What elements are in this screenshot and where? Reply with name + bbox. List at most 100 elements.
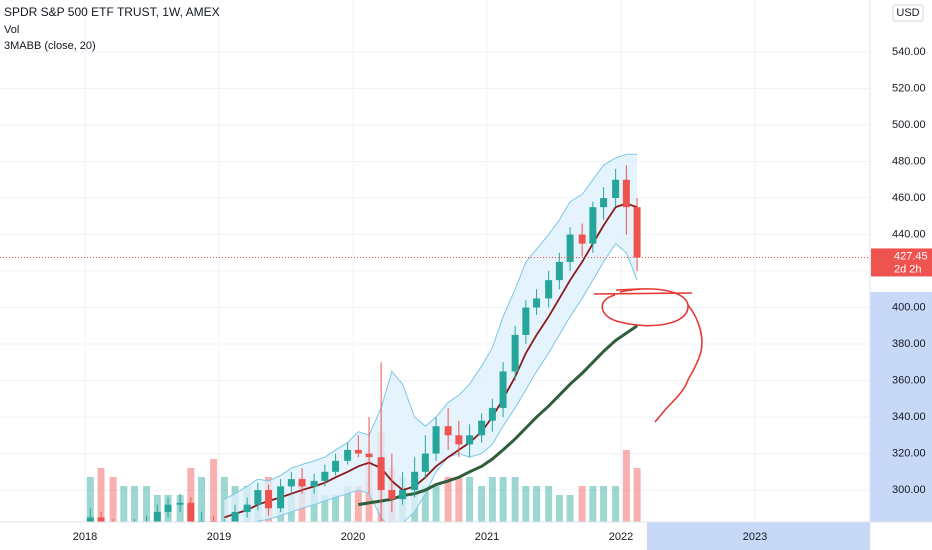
- volume-bar: [612, 486, 620, 522]
- candle-body: [176, 502, 184, 505]
- candle-body: [511, 334, 519, 372]
- candle-body: [277, 486, 285, 509]
- candle-body: [411, 471, 419, 491]
- candle-body: [600, 198, 608, 208]
- candle-body: [466, 435, 474, 445]
- volume-bar: [187, 468, 195, 522]
- candle-body: [589, 207, 597, 244]
- volume-bar: [120, 486, 128, 522]
- candle-body: [578, 234, 586, 244]
- candle-body: [421, 453, 429, 472]
- y-tick-label: 300.00: [892, 484, 926, 496]
- candle-body: [612, 179, 620, 199]
- candle-body: [153, 511, 161, 522]
- candle-body: [388, 490, 396, 500]
- x-tick-label: 2022: [609, 531, 633, 543]
- candle-body: [533, 298, 541, 308]
- candle-body: [254, 490, 262, 505]
- y-tick-label: 500.00: [892, 119, 926, 131]
- last-price-label: 427.45: [894, 250, 928, 262]
- last-price-box: [871, 248, 932, 277]
- indicator-label: Vol: [4, 24, 19, 36]
- volume-bar: [600, 486, 608, 522]
- candle-body: [86, 517, 94, 522]
- y-tick-label: 320.00: [892, 447, 926, 459]
- drawings: [593, 288, 703, 423]
- volume-bar: [444, 477, 452, 522]
- candle-body: [522, 307, 530, 335]
- volume-bar: [488, 477, 496, 522]
- candle-body: [164, 504, 172, 512]
- volume-bar: [578, 486, 586, 522]
- y-tick-label: 380.00: [892, 338, 926, 350]
- plot-area: [0, 0, 870, 522]
- indicator-label: 3MABB (close, 20): [4, 40, 96, 52]
- candle-body: [265, 490, 273, 509]
- candle-body: [377, 457, 385, 491]
- volume-bar: [455, 477, 463, 522]
- volume-bar: [499, 477, 507, 522]
- countdown-label: 2d 2h: [894, 263, 922, 275]
- candle-body: [432, 426, 440, 454]
- volume-bar: [555, 495, 563, 522]
- volume-bar: [198, 477, 206, 522]
- y-tick-label: 360.00: [892, 374, 926, 386]
- volume-bar: [97, 468, 105, 522]
- volume-bar: [466, 477, 474, 522]
- volume-bar: [633, 468, 641, 522]
- y-tick-label: 460.00: [892, 192, 926, 204]
- candle-body: [566, 234, 574, 262]
- x-tick-label: 2020: [341, 531, 365, 543]
- time-range-highlight: [647, 522, 870, 550]
- candle-body: [399, 490, 407, 500]
- volume-bar: [589, 486, 597, 522]
- volume-bar: [143, 486, 151, 522]
- currency-label: USD: [896, 7, 919, 19]
- volume-bar: [622, 450, 630, 522]
- volume-bar: [332, 495, 340, 522]
- candle-body: [478, 420, 486, 436]
- candle-body: [332, 460, 340, 472]
- moving-average: [224, 202, 638, 519]
- volume-bar: [566, 495, 574, 522]
- x-tick-label: 2018: [73, 531, 97, 543]
- y-tick-label: 340.00: [892, 411, 926, 423]
- x-tick-label: 2021: [475, 531, 499, 543]
- candle-body: [455, 435, 463, 445]
- volume-bar: [109, 477, 117, 522]
- volume-bar: [131, 486, 139, 522]
- currency-button[interactable]: [892, 4, 924, 22]
- x-tick-label: 2023: [743, 531, 767, 543]
- candle-body: [444, 426, 452, 436]
- candle-body: [310, 480, 318, 487]
- volume-bar: [545, 486, 553, 522]
- candle-body: [354, 449, 362, 454]
- candle-body: [365, 453, 373, 458]
- volume-bar: [478, 486, 486, 522]
- candle-body: [287, 479, 295, 487]
- volume-bar: [344, 486, 352, 522]
- candle-body: [488, 407, 496, 421]
- chart-title: SPDR S&P 500 ETF TRUST, 1W, AMEX: [4, 5, 220, 19]
- volume-bar: [86, 477, 94, 522]
- y-tick-label: 540.00: [892, 46, 926, 58]
- bollinger-line: [254, 242, 638, 522]
- volume-bar: [421, 486, 429, 522]
- y-tick-label: 440.00: [892, 228, 926, 240]
- volume-bar: [210, 459, 218, 522]
- candle-body: [499, 371, 507, 408]
- candle-body: [545, 280, 553, 299]
- volume-bar: [432, 486, 440, 522]
- bollinger-line: [224, 153, 638, 500]
- candle-body: [622, 179, 630, 208]
- candle-body: [231, 511, 239, 522]
- y-tick-label: 480.00: [892, 155, 926, 167]
- volume-bar: [533, 486, 541, 522]
- candle-body: [97, 517, 105, 522]
- y-tick-label: 400.00: [892, 301, 926, 313]
- candle-body: [298, 479, 306, 487]
- volume-bar: [522, 486, 530, 522]
- candle-body: [187, 502, 195, 522]
